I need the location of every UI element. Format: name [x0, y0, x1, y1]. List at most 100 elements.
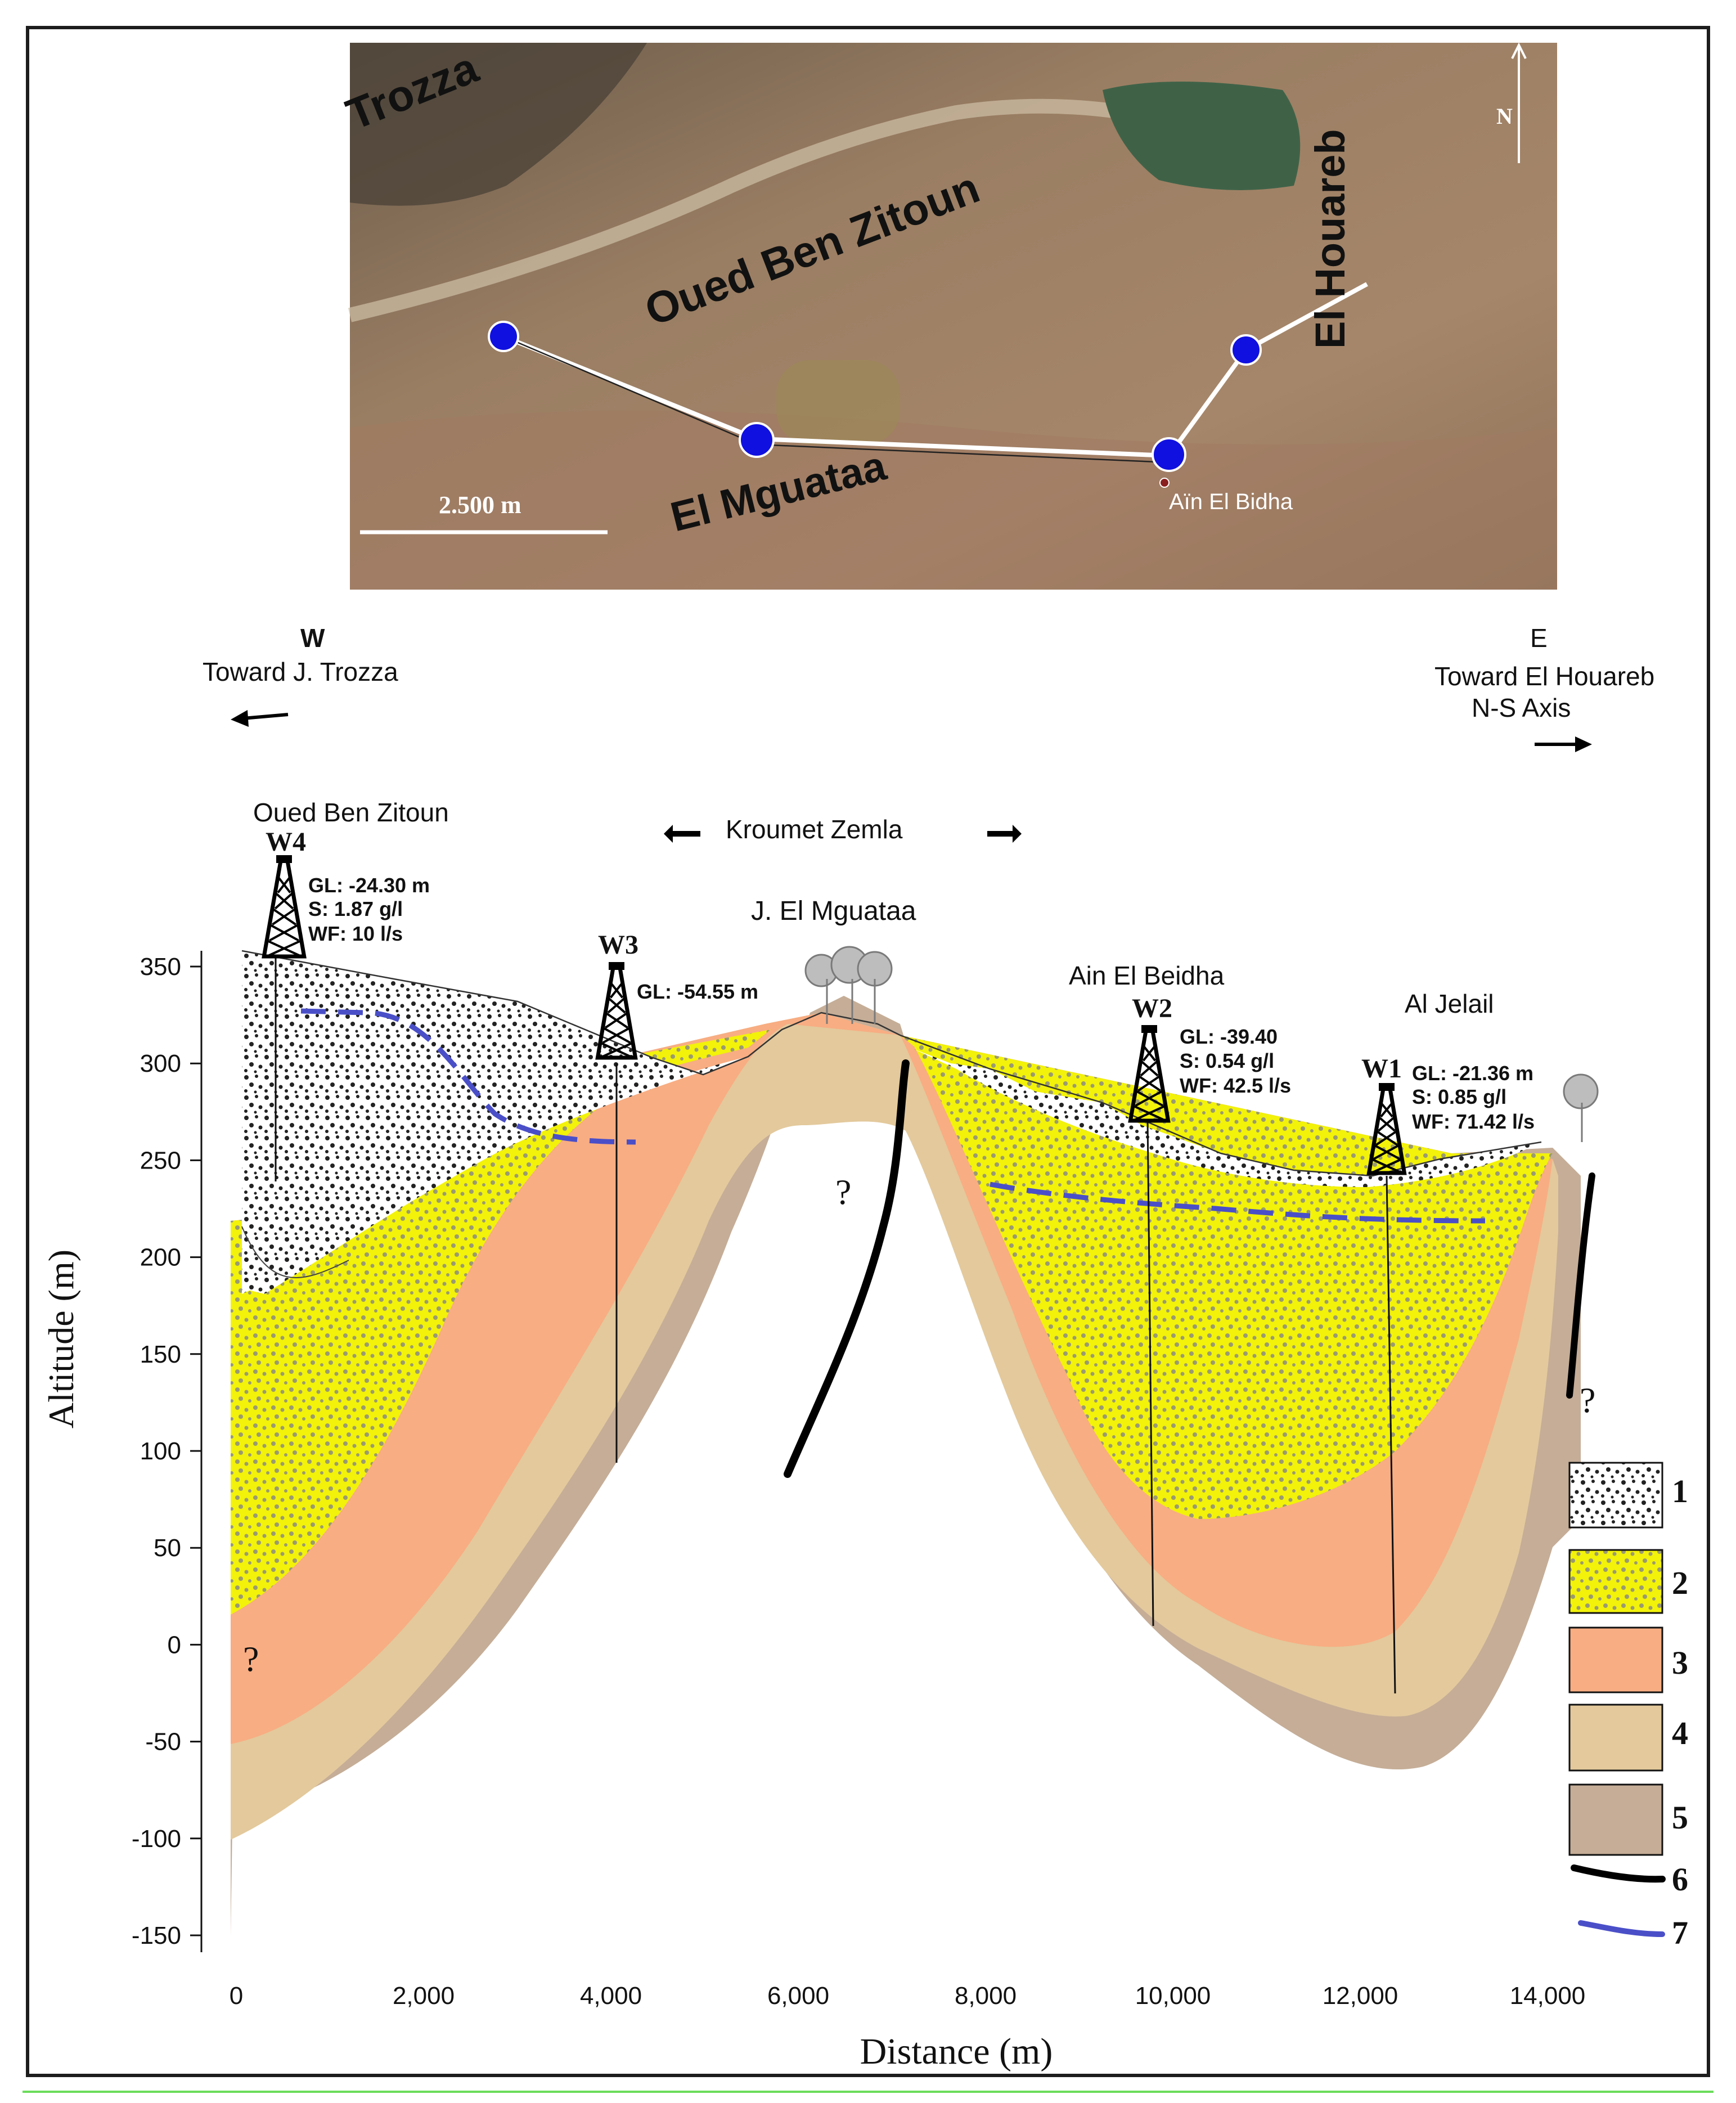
satellite-map: Trozza Oued Ben Zitoun El Mguataa El Hou… [339, 42, 1557, 590]
x-tick-label: 14,000 [1510, 1982, 1586, 2010]
well-w2-gl: GL: -39.40 [1180, 1025, 1278, 1048]
legend-swatch-4 [1568, 1704, 1663, 1772]
well-w3-gl: GL: -54.55 m [637, 980, 758, 1003]
well-w2-s: S: 0.54 g/l [1180, 1049, 1274, 1072]
north-arrowhead-icon [1511, 42, 1527, 59]
wadi-channel [348, 98, 1184, 322]
derrick-icon [1366, 1083, 1407, 1175]
x-tick-label: 10,000 [1135, 1982, 1211, 2010]
label-oued-ben-zitoun: Oued Ben Zitoun [253, 798, 449, 827]
legend-label-2: 2 [1672, 1565, 1688, 1601]
map-well-point [739, 422, 775, 458]
water-table-west [300, 1008, 636, 1145]
legend-swatch-6 [1571, 1864, 1666, 1883]
legend-swatch-2 [1568, 1549, 1663, 1614]
y-tick-label: 250 [140, 1147, 181, 1174]
legend-label-7: 7 [1672, 1915, 1688, 1951]
west-direction: W [300, 623, 325, 653]
legend-swatch-3 [1568, 1626, 1663, 1693]
plain-fields [350, 411, 1557, 590]
y-axis-title: Altitude (m) [41, 1250, 81, 1428]
borehole-w1 [1386, 1175, 1396, 1694]
east-direction-text: Toward El Houareb [1434, 662, 1654, 691]
layer-2-west [231, 1030, 771, 1615]
well-w3-name: W3 [598, 930, 638, 960]
east-arrowhead-icon [1575, 736, 1592, 752]
y-tick-label: 200 [140, 1244, 181, 1271]
legend-swatch-7 [1578, 1920, 1665, 1937]
y-tick-label: -150 [132, 1922, 181, 1949]
derrick-icon [1128, 1025, 1171, 1123]
west-direction-text: Toward J. Trozza [203, 657, 398, 686]
mountain-trozza [350, 43, 647, 206]
derrick-icon [595, 962, 638, 1060]
x-tick-label: 4,000 [580, 1982, 642, 2010]
layer-1-east [914, 1049, 1541, 1187]
layer-1-west-fill [242, 951, 748, 1294]
borehole-w2 [1146, 1119, 1154, 1626]
place-marker-icon [1159, 478, 1170, 488]
question-mark: ? [243, 1639, 259, 1679]
fault-line-2 [1566, 1172, 1595, 1399]
x-tick-label: 12,000 [1323, 1982, 1398, 2010]
well-w4-wf: WF: 10 l/s [308, 922, 403, 945]
y-tick-label: -50 [145, 1728, 181, 1756]
well-w1-gl: GL: -21.36 m [1412, 1062, 1533, 1085]
water-table-east [990, 1181, 1486, 1224]
east-direction: E [1530, 623, 1548, 653]
map-label-ain-bidha: Aïn El Bidha [1169, 489, 1293, 514]
x-tick-label: 0 [230, 1982, 243, 2010]
lake [1103, 82, 1301, 190]
x-tick-label: 8,000 [955, 1982, 1017, 2010]
layer-boundary [241, 1226, 349, 1278]
well-w1-s: S: 0.85 g/l [1412, 1085, 1506, 1108]
scale-label: 2.500 m [439, 491, 521, 519]
x-tick-label: 6,000 [767, 1982, 829, 2010]
legend-swatch-1 [1568, 1462, 1663, 1529]
label-al-jelail: Al Jelail [1405, 989, 1494, 1018]
question-mark: ? [835, 1172, 851, 1212]
y-tick-label: 300 [140, 1050, 181, 1077]
y-tick-label: 350 [140, 953, 181, 981]
legend-label-3: 3 [1672, 1644, 1688, 1681]
west-arrowhead-icon [231, 710, 249, 727]
label-j-el-mguataa: J. El Mguataa [751, 896, 916, 926]
map-well-point [1230, 334, 1262, 366]
y-tick-label: 100 [140, 1437, 181, 1465]
east-axis-text: N-S Axis [1472, 693, 1571, 722]
well-w4-name: W4 [266, 827, 306, 857]
mguataa-hill [776, 360, 900, 444]
y-tick-label: 150 [140, 1341, 181, 1368]
y-ticks: 350 300 250 200 150 100 50 0 -50 -100 -150 [132, 953, 201, 1949]
tree-icon-mguataa [804, 946, 893, 1024]
derrick-icon [262, 855, 307, 959]
map-well-point [1152, 437, 1186, 472]
well-w4-gl: GL: -24.30 m [308, 874, 430, 897]
well-w4-s: S: 1.87 g/l [308, 897, 403, 920]
y-tick-label: -100 [132, 1825, 181, 1853]
question-mark: ? [1580, 1380, 1595, 1420]
legend-label-1: 1 [1672, 1473, 1688, 1509]
figure-frame [26, 26, 1710, 2077]
legend-label-4: 4 [1672, 1715, 1688, 1751]
derricks [262, 855, 1407, 1175]
map-well-point [488, 321, 519, 352]
well-w2-wf: WF: 42.5 l/s [1180, 1074, 1291, 1097]
legend-swatch-5 [1568, 1783, 1663, 1856]
well-w2-name: W2 [1132, 994, 1172, 1023]
x-ticks: 0 2,000 4,000 6,000 8,000 10,000 12,000 14,000 [230, 1982, 1586, 2010]
legend: 1 2 3 4 5 6 7 [1568, 1462, 1688, 1951]
bottom-border-line [23, 2091, 1713, 2093]
legend-label-5: 5 [1672, 1799, 1688, 1836]
cross-section [231, 950, 1595, 1935]
well-w1-wf: WF: 71.42 l/s [1412, 1110, 1535, 1133]
label-kroumet-zemla: Kroumet Zemla [726, 815, 903, 844]
axes: 350 300 250 200 150 100 50 0 -50 -100 -150 0 2,000 4… [41, 951, 1585, 2072]
x-tick-label: 2,000 [393, 1982, 455, 2010]
x-axis-title: Distance (m) [860, 2031, 1053, 2072]
map-label-houareb: El Houareb [1307, 129, 1353, 349]
tree-icon-jelail [1563, 1073, 1599, 1142]
north-label: N [1496, 104, 1513, 129]
y-tick-label: 0 [168, 1631, 181, 1659]
